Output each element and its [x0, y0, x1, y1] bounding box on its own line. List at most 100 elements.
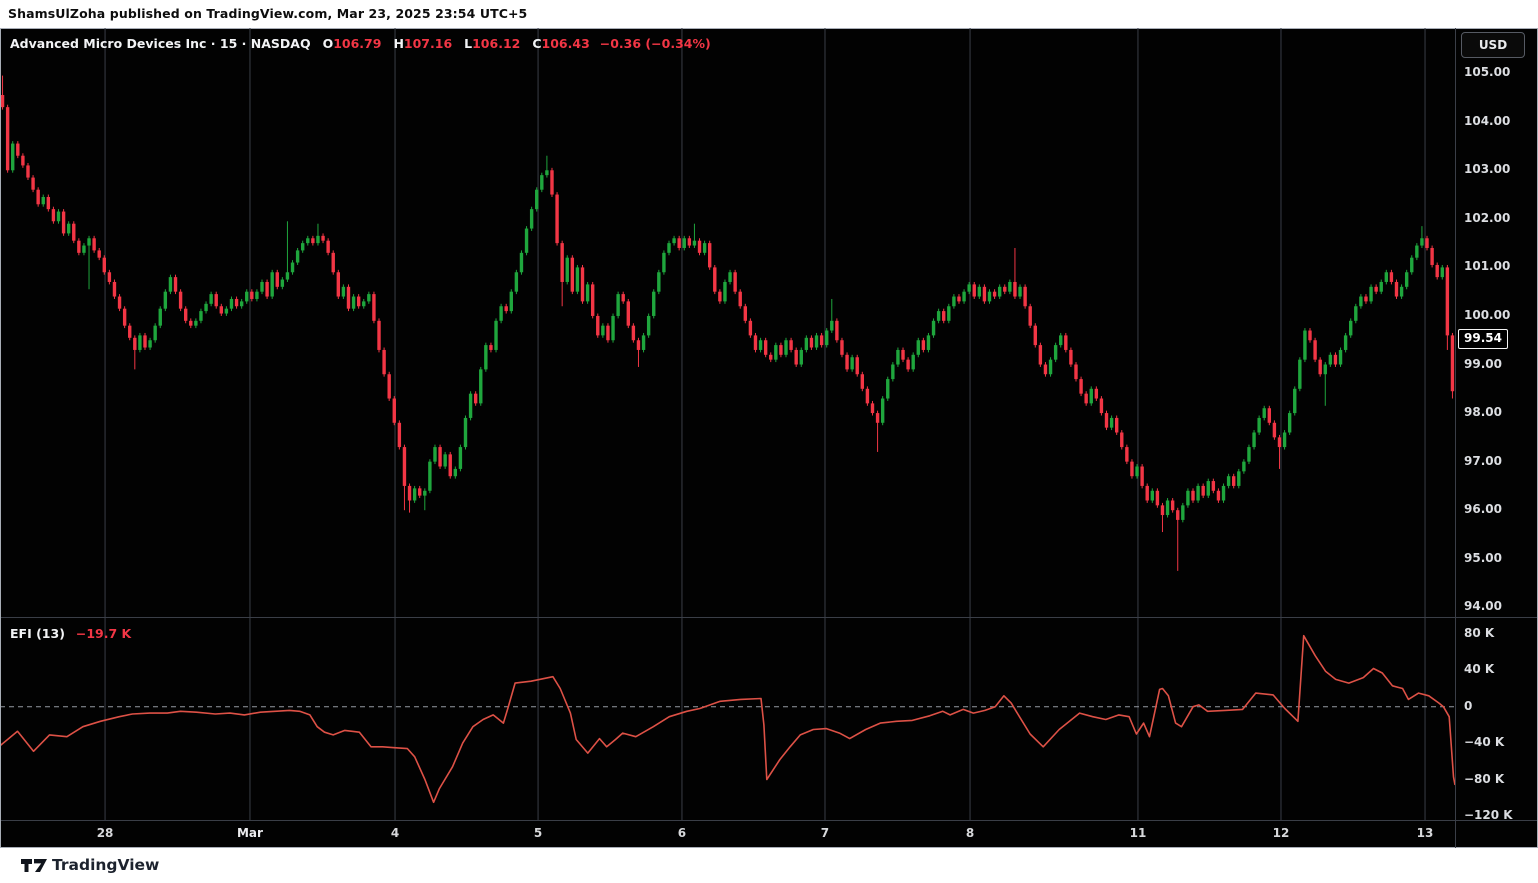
candle-body	[234, 298, 239, 307]
candle-body	[880, 398, 885, 423]
candle-body	[1074, 364, 1078, 380]
candle-body	[1196, 485, 1200, 501]
candle-body	[738, 291, 742, 307]
candle-body	[199, 311, 203, 321]
candle-body	[901, 349, 905, 360]
time-axis[interactable]: 28 Mar 4 5 6 7 8 11 12 13	[0, 820, 1455, 847]
efi-line	[0, 634, 1455, 804]
candle-body	[718, 291, 722, 302]
high-value: 107.16	[403, 36, 453, 51]
candle-body	[870, 403, 875, 414]
candle-body	[1003, 286, 1007, 292]
candle-body	[1155, 490, 1160, 506]
candle-body	[1425, 238, 1429, 248]
candle-body	[590, 284, 595, 316]
symbol-legend[interactable]: Advanced Micro Devices Inc · 15 · NASDAQ…	[10, 36, 711, 51]
efi-legend[interactable]: EFI (13) −19.7 K	[10, 626, 131, 641]
candle-body	[687, 238, 692, 246]
candle-body	[128, 325, 132, 338]
efi-pane-canvas[interactable]	[0, 618, 1455, 820]
candle-body	[158, 308, 162, 326]
candle-body	[1094, 388, 1099, 399]
candle-body	[194, 320, 198, 326]
price-tick-label: 103.00	[1464, 162, 1511, 177]
efi-name: EFI (13)	[10, 626, 65, 641]
candle-body	[947, 306, 951, 321]
candle-body	[626, 301, 630, 326]
price-tick-label: 100.00	[1464, 307, 1511, 322]
candle-body	[667, 243, 671, 253]
candle-body	[392, 398, 396, 423]
candle-body	[1114, 417, 1119, 433]
price-tick-label: 101.00	[1464, 259, 1511, 274]
candle-body	[0, 95, 5, 108]
candle-body	[830, 320, 834, 331]
candle-body	[1191, 490, 1195, 501]
candle-body	[1369, 286, 1373, 302]
candle-body	[707, 243, 712, 268]
candle-body	[1242, 461, 1246, 472]
candle-body	[952, 296, 956, 307]
candle-body	[819, 335, 824, 346]
candle-body	[5, 107, 10, 171]
efi-tick-label: 40 K	[1464, 662, 1495, 677]
candle-body	[260, 281, 264, 292]
candle-body	[992, 291, 997, 297]
candle-body	[987, 291, 992, 302]
candle-body	[911, 354, 915, 370]
candle-body	[733, 272, 737, 292]
candle-body	[1252, 432, 1256, 448]
low-label: L	[464, 36, 473, 51]
candle-body	[372, 294, 376, 321]
candle-body	[585, 284, 590, 302]
time-tick-label: 5	[533, 826, 543, 840]
candle-body	[1374, 286, 1378, 292]
candle-body	[596, 315, 600, 336]
tradingview-logo-icon[interactable]	[21, 856, 48, 875]
candle-body	[611, 315, 615, 341]
candle-body	[784, 340, 788, 355]
candle-body	[92, 238, 96, 251]
pane-separator[interactable]	[0, 617, 1538, 618]
low-value: 106.12	[472, 36, 521, 51]
candle-body	[1313, 340, 1317, 360]
candle-body	[77, 240, 81, 253]
candle-body	[1079, 379, 1083, 394]
candle-body	[479, 369, 483, 404]
candle-body	[107, 272, 112, 282]
price-pane-canvas[interactable]	[0, 28, 1455, 618]
candle-body	[326, 240, 330, 253]
open-value: 106.79	[333, 36, 382, 51]
candle-body	[1008, 281, 1012, 292]
candle-body	[397, 422, 402, 448]
candle-body	[1064, 335, 1068, 350]
candle-body	[229, 298, 234, 309]
price-tick-label: 94.00	[1464, 599, 1502, 614]
change-value: −0.36 (−0.34%)	[599, 36, 711, 51]
efi-tick-label: 80 K	[1464, 625, 1495, 640]
tradingview-brand-text[interactable]: TradingView	[52, 856, 160, 874]
candle-body	[1069, 349, 1073, 365]
candle-body	[122, 308, 127, 326]
candle-body	[657, 272, 661, 292]
time-tick-label: 11	[1129, 826, 1147, 840]
candle-body	[31, 177, 35, 190]
candle-body	[1293, 388, 1297, 414]
currency-toggle-button[interactable]: USD	[1461, 32, 1525, 58]
close-label: C	[532, 36, 542, 51]
candle-body	[524, 228, 529, 253]
price-tick-label: 105.00	[1464, 65, 1511, 80]
candle-body	[636, 340, 641, 350]
candle-body	[1282, 432, 1287, 448]
candle-body	[1099, 398, 1104, 414]
candle-body	[1181, 505, 1185, 520]
candle-body	[1125, 447, 1129, 462]
candle-body	[163, 291, 168, 309]
candle-body	[692, 240, 697, 246]
candle-body	[1435, 264, 1439, 278]
close-value: 106.43	[541, 36, 590, 51]
candle-body	[1308, 330, 1312, 341]
candle-body	[484, 345, 488, 370]
candle-body	[138, 335, 142, 350]
open-label: O	[322, 36, 334, 51]
